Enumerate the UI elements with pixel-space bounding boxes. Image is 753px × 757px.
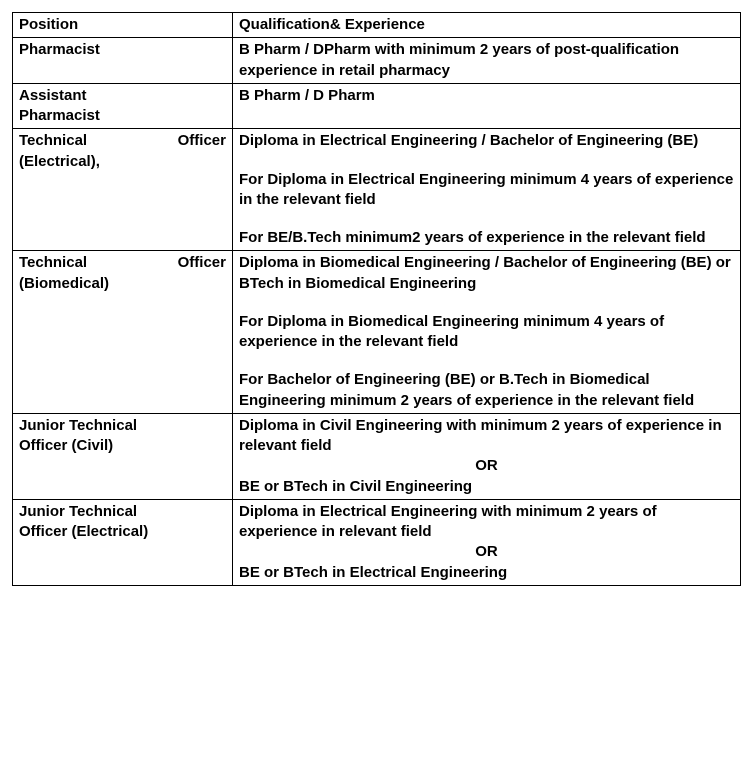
cell-position: Pharmacist xyxy=(13,38,233,84)
cell-qualification: Diploma in Electrical Engineering with m… xyxy=(233,499,741,585)
header-position: Position xyxy=(13,13,233,38)
position-word-left: Technical xyxy=(19,253,87,273)
qualification-text: Diploma in Electrical Engineering with m… xyxy=(239,502,734,543)
cell-qualification: B Pharm / DPharm with minimum 2 years of… xyxy=(233,38,741,84)
position-text: Pharmacist xyxy=(19,106,226,126)
qualification-text: B Pharm / DPharm with minimum 2 years of… xyxy=(239,40,734,81)
or-separator: OR xyxy=(239,542,734,562)
qualification-text: Diploma in Civil Engineering with minimu… xyxy=(239,416,734,457)
position-word-right: Officer xyxy=(178,253,226,273)
position-text: Officer (Electrical) xyxy=(19,522,226,542)
position-text: Junior Technical xyxy=(19,502,226,522)
cell-position: Technical Officer (Electrical), xyxy=(13,129,233,251)
qualification-text: B Pharm / D Pharm xyxy=(239,86,734,106)
qualification-text: Diploma in Biomedical Engineering / Bach… xyxy=(239,253,734,294)
table-row: Technical Officer (Electrical), Diploma … xyxy=(13,129,741,251)
qualification-text: For Diploma in Biomedical Engineering mi… xyxy=(239,312,734,353)
position-text: Technical Officer xyxy=(19,131,226,151)
paragraph-gap xyxy=(239,152,734,170)
qualification-text: For BE/B.Tech minimum2 years of experien… xyxy=(239,228,734,248)
table-row: Technical Officer (Biomedical) Diploma i… xyxy=(13,251,741,414)
header-qualification: Qualification& Experience xyxy=(233,13,741,38)
paragraph-gap xyxy=(239,294,734,312)
position-text: Officer (Civil) xyxy=(19,436,226,456)
position-text: Technical Officer xyxy=(19,253,226,273)
paragraph-gap xyxy=(239,352,734,370)
qualification-text: For Bachelor of Engineering (BE) or B.Te… xyxy=(239,370,734,411)
position-text: (Electrical), xyxy=(19,152,226,172)
position-text: Pharmacist xyxy=(19,40,226,60)
position-text: (Biomedical) xyxy=(19,274,226,294)
cell-position: Junior Technical Officer (Electrical) xyxy=(13,499,233,585)
qualification-table: Position Qualification& Experience Pharm… xyxy=(12,12,741,586)
cell-qualification: Diploma in Biomedical Engineering / Bach… xyxy=(233,251,741,414)
table-row: Junior Technical Officer (Electrical) Di… xyxy=(13,499,741,585)
position-word-left: Technical xyxy=(19,131,87,151)
position-text: Assistant xyxy=(19,86,226,106)
table-header-row: Position Qualification& Experience xyxy=(13,13,741,38)
cell-position: Assistant Pharmacist xyxy=(13,83,233,129)
qualification-text: For Diploma in Electrical Engineering mi… xyxy=(239,170,734,211)
position-text: Junior Technical xyxy=(19,416,226,436)
qualification-text: Diploma in Electrical Engineering / Bach… xyxy=(239,131,734,151)
cell-position: Technical Officer (Biomedical) xyxy=(13,251,233,414)
cell-qualification: B Pharm / D Pharm xyxy=(233,83,741,129)
cell-qualification: Diploma in Civil Engineering with minimu… xyxy=(233,413,741,499)
cell-qualification: Diploma in Electrical Engineering / Bach… xyxy=(233,129,741,251)
position-word-right: Officer xyxy=(178,131,226,151)
table-row: Assistant Pharmacist B Pharm / D Pharm xyxy=(13,83,741,129)
qualification-text: BE or BTech in Civil Engineering xyxy=(239,477,734,497)
qualification-text: BE or BTech in Electrical Engineering xyxy=(239,563,734,583)
or-separator: OR xyxy=(239,456,734,476)
table-row: Pharmacist B Pharm / DPharm with minimum… xyxy=(13,38,741,84)
table-row: Junior Technical Officer (Civil) Diploma… xyxy=(13,413,741,499)
cell-position: Junior Technical Officer (Civil) xyxy=(13,413,233,499)
paragraph-gap xyxy=(239,210,734,228)
